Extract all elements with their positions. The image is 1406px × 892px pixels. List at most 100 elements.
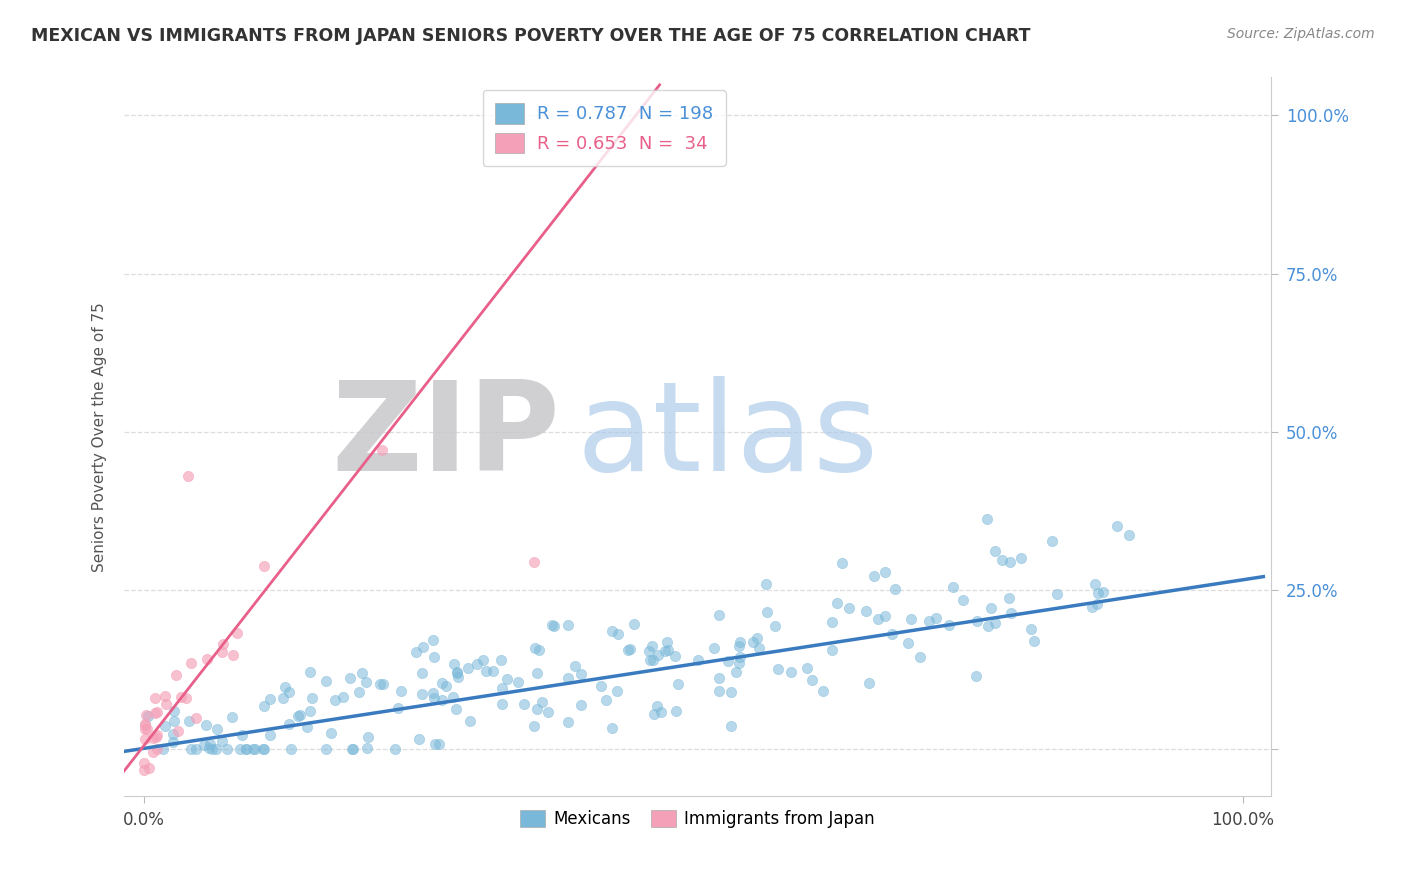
Point xyxy=(600,721,623,735)
Point xyxy=(135,723,157,737)
Point xyxy=(564,658,586,673)
Point xyxy=(146,705,169,719)
Point xyxy=(709,683,731,698)
Point xyxy=(811,683,834,698)
Point xyxy=(177,714,200,728)
Point xyxy=(897,636,920,650)
Point xyxy=(299,665,322,679)
Point xyxy=(526,665,548,680)
Point xyxy=(530,696,553,710)
Point xyxy=(253,559,276,574)
Y-axis label: Seniors Poverty Over the Age of 75: Seniors Poverty Over the Age of 75 xyxy=(93,301,107,572)
Point xyxy=(623,617,645,632)
Point xyxy=(280,741,302,756)
Point xyxy=(980,601,1002,615)
Point xyxy=(152,741,174,756)
Point xyxy=(134,717,156,731)
Point xyxy=(1022,634,1045,648)
Point xyxy=(339,671,361,685)
Point xyxy=(315,741,337,756)
Point xyxy=(868,612,890,626)
Point xyxy=(908,649,931,664)
Point xyxy=(235,741,257,756)
Point xyxy=(357,730,380,744)
Point xyxy=(655,635,678,649)
Point xyxy=(727,639,749,653)
Point xyxy=(595,692,617,706)
Point xyxy=(821,615,844,630)
Point xyxy=(472,653,495,667)
Point xyxy=(332,690,354,704)
Point xyxy=(340,741,363,756)
Point xyxy=(942,580,965,594)
Point xyxy=(132,756,155,771)
Point xyxy=(207,722,229,736)
Legend: Mexicans, Immigrants from Japan: Mexicans, Immigrants from Japan xyxy=(513,803,882,835)
Point xyxy=(195,718,218,732)
Point xyxy=(606,683,628,698)
Point xyxy=(724,665,747,679)
Point xyxy=(412,640,434,654)
Point xyxy=(134,731,156,746)
Point xyxy=(976,512,998,526)
Point xyxy=(831,556,853,570)
Point xyxy=(607,626,630,640)
Point xyxy=(446,665,468,679)
Point xyxy=(342,741,364,756)
Point xyxy=(274,680,297,694)
Point xyxy=(145,730,167,744)
Point xyxy=(766,662,789,676)
Point xyxy=(1019,622,1042,636)
Point xyxy=(1010,551,1032,566)
Point xyxy=(162,727,184,741)
Point xyxy=(408,732,430,747)
Point xyxy=(447,670,470,684)
Point xyxy=(231,728,253,742)
Point xyxy=(1107,519,1129,533)
Point xyxy=(384,741,406,756)
Point xyxy=(557,618,579,632)
Point xyxy=(349,685,371,699)
Point xyxy=(617,643,640,657)
Point xyxy=(966,614,988,628)
Point xyxy=(458,714,481,728)
Point xyxy=(423,690,446,705)
Point xyxy=(600,624,623,639)
Point xyxy=(1091,584,1114,599)
Point xyxy=(619,641,641,656)
Point xyxy=(506,675,529,690)
Point xyxy=(557,671,579,685)
Point xyxy=(422,685,444,699)
Point xyxy=(184,711,207,725)
Point xyxy=(965,669,987,683)
Point xyxy=(647,648,669,663)
Point xyxy=(226,626,249,640)
Text: MEXICAN VS IMMIGRANTS FROM JAPAN SENIORS POVERTY OVER THE AGE OF 75 CORRELATION : MEXICAN VS IMMIGRANTS FROM JAPAN SENIORS… xyxy=(31,27,1031,45)
Point xyxy=(368,677,391,691)
Point xyxy=(756,605,779,619)
Point xyxy=(882,627,904,641)
Point xyxy=(143,690,166,705)
Point xyxy=(801,673,824,687)
Point xyxy=(441,690,464,705)
Point xyxy=(918,614,941,628)
Point xyxy=(875,565,897,579)
Point xyxy=(432,693,454,707)
Point xyxy=(641,653,664,667)
Point xyxy=(884,582,907,597)
Point xyxy=(389,684,412,698)
Point xyxy=(1040,533,1063,548)
Point xyxy=(541,618,564,632)
Point xyxy=(523,719,546,733)
Point xyxy=(278,685,301,699)
Point xyxy=(1000,607,1022,621)
Point xyxy=(780,665,803,679)
Point xyxy=(491,653,513,667)
Point xyxy=(142,745,165,759)
Text: Source: ZipAtlas.com: Source: ZipAtlas.com xyxy=(1227,27,1375,41)
Point xyxy=(371,443,394,458)
Point xyxy=(821,642,844,657)
Point xyxy=(212,637,235,651)
Point xyxy=(443,657,465,671)
Point xyxy=(481,664,503,678)
